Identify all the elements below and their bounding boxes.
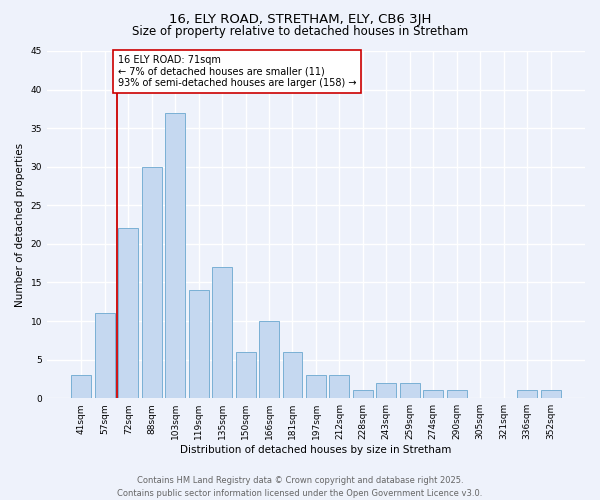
Bar <box>188 290 209 398</box>
Bar <box>236 352 256 398</box>
Text: Size of property relative to detached houses in Stretham: Size of property relative to detached ho… <box>132 25 468 38</box>
Bar <box>95 314 115 398</box>
Bar <box>283 352 302 398</box>
Bar <box>165 112 185 398</box>
Text: 16, ELY ROAD, STRETHAM, ELY, CB6 3JH: 16, ELY ROAD, STRETHAM, ELY, CB6 3JH <box>169 12 431 26</box>
Text: Contains HM Land Registry data © Crown copyright and database right 2025.
Contai: Contains HM Land Registry data © Crown c… <box>118 476 482 498</box>
Bar <box>376 383 397 398</box>
Bar <box>541 390 560 398</box>
Bar <box>329 375 349 398</box>
Y-axis label: Number of detached properties: Number of detached properties <box>15 142 25 306</box>
Bar <box>517 390 537 398</box>
Bar <box>306 375 326 398</box>
Bar <box>212 267 232 398</box>
Bar <box>259 321 279 398</box>
X-axis label: Distribution of detached houses by size in Stretham: Distribution of detached houses by size … <box>180 445 452 455</box>
Bar <box>142 166 162 398</box>
Bar <box>400 383 420 398</box>
Bar <box>447 390 467 398</box>
Text: 16 ELY ROAD: 71sqm
← 7% of detached houses are smaller (11)
93% of semi-detached: 16 ELY ROAD: 71sqm ← 7% of detached hous… <box>118 55 356 88</box>
Bar <box>118 228 138 398</box>
Bar <box>423 390 443 398</box>
Bar <box>353 390 373 398</box>
Bar <box>71 375 91 398</box>
